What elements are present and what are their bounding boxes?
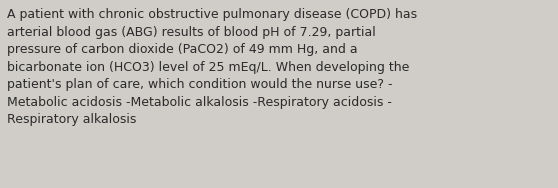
Text: A patient with chronic obstructive pulmonary disease (COPD) has
arterial blood g: A patient with chronic obstructive pulmo… (7, 8, 417, 127)
